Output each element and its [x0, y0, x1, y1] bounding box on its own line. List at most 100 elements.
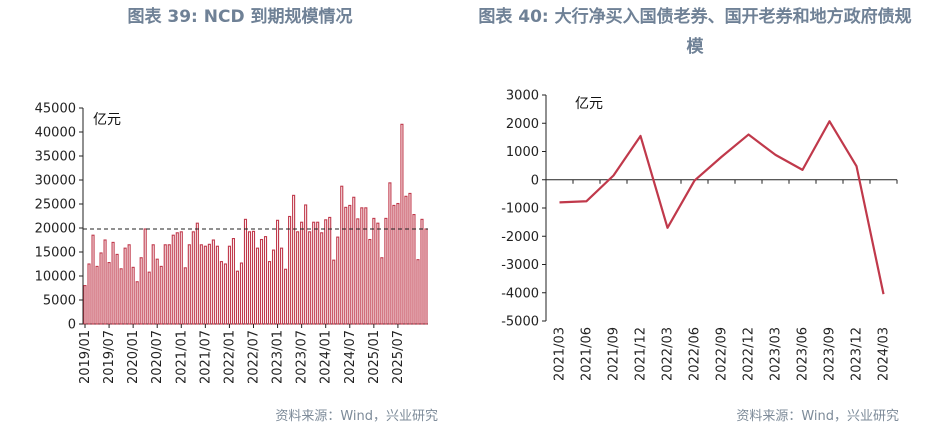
right-unit-label: 亿元 [575, 96, 603, 112]
right-source-note: 资料来源：Wind，兴业研究 [736, 409, 899, 424]
left-x-tick-label: 2024/07 [343, 330, 358, 384]
ncd-maturity-bar [332, 259, 336, 325]
left-x-tick-label: 2023/07 [295, 330, 310, 384]
left-x-tick-label: 2019/07 [102, 330, 117, 384]
ncd-maturity-bar [280, 247, 284, 325]
ncd-maturity-bar [368, 238, 372, 325]
ncd-maturity-bar [372, 217, 376, 325]
ncd-maturity-bar [175, 232, 179, 325]
ncd-maturity-bar [340, 185, 344, 325]
ncd-maturity-bar [284, 268, 288, 325]
ncd-maturity-bar [320, 232, 324, 325]
left-x-tick-label: 2020/01 [126, 330, 141, 384]
ncd-maturity-bar [135, 281, 139, 325]
ncd-maturity-bar [276, 219, 280, 325]
ncd-maturity-bar [288, 215, 292, 325]
ncd-maturity-bar [328, 216, 332, 325]
ncd-maturity-bar [107, 262, 111, 325]
ncd-maturity-bar [143, 228, 147, 325]
ncd-maturity-bar [95, 265, 99, 325]
ncd-maturity-bar [424, 228, 428, 325]
left-x-tick-label: 2019/01 [78, 330, 93, 384]
right-y-tick-label: 2000 [506, 117, 539, 132]
ncd-maturity-bar [111, 241, 115, 325]
ncd-maturity-bar [123, 247, 127, 325]
right-chart-title: 图表 40: 大行净买入国债老券、国开老券和地方政府债规模 [478, 7, 912, 57]
ncd-maturity-bar [211, 239, 215, 325]
left-y-tick-label: 25000 [35, 198, 76, 213]
ncd-maturity-bar [336, 236, 340, 325]
ncd-maturity-bar [167, 244, 171, 325]
left-y-tick-label: 30000 [35, 174, 76, 189]
ncd-maturity-bar [324, 219, 328, 325]
ncd-maturity-bar [400, 123, 404, 325]
left-y-tick-label: 10000 [35, 270, 76, 285]
right-y-tick-label: 0 [531, 173, 539, 188]
right-x-tick-label: 2023/03 [769, 327, 784, 381]
right-y-tick-label: -5000 [501, 315, 539, 330]
ncd-maturity-bar [308, 231, 312, 325]
right-x-tick-label: 2021/03 [553, 327, 568, 381]
ncd-maturity-bar [155, 258, 159, 325]
ncd-maturity-bar [396, 202, 400, 325]
ncd-maturity-bar [187, 244, 191, 325]
ncd-maturity-bar [87, 263, 91, 325]
ncd-maturity-bar [223, 263, 227, 325]
left-x-tick-label: 2020/07 [150, 330, 165, 384]
ncd-maturity-bar [304, 204, 308, 325]
ncd-maturity-bar [356, 218, 360, 325]
right-x-tick-label: 2024/03 [877, 327, 892, 381]
ncd-maturity-bar [344, 206, 348, 325]
ncd-maturity-bar [159, 265, 163, 325]
ncd-maturity-bar [300, 221, 304, 325]
left-x-tick-label: 2023/01 [271, 330, 286, 384]
left-x-tick-label: 2021/01 [174, 330, 189, 384]
ncd-maturity-bar [119, 268, 123, 325]
left-y-tick-label: 20000 [35, 222, 76, 237]
ncd-maturity-bar [292, 194, 296, 325]
left-x-tick-label: 2025/07 [391, 330, 406, 384]
ncd-maturity-bar [364, 207, 368, 325]
left-x-tick-label: 2022/07 [246, 330, 261, 384]
ncd-maturity-bar [195, 222, 199, 325]
ncd-maturity-bar [227, 245, 231, 325]
ncd-maturity-bar [171, 234, 175, 325]
left-x-tick-label: 2021/07 [198, 330, 213, 384]
right-y-tick-label: -1000 [501, 202, 539, 217]
ncd-maturity-bar [131, 266, 135, 325]
left-unit-label: 亿元 [93, 112, 121, 128]
ncd-maturity-bar [103, 239, 107, 325]
right-y-tick-label: -3000 [501, 258, 539, 273]
left-x-tick-label: 2022/01 [222, 330, 237, 384]
ncd-maturity-bar [360, 207, 364, 325]
ncd-maturity-bar [151, 244, 155, 325]
ncd-maturity-bar [127, 244, 131, 325]
ncd-maturity-bar [199, 244, 203, 325]
ncd-maturity-bar [239, 262, 244, 325]
ncd-maturity-bar [380, 257, 384, 325]
ncd-maturity-bar [259, 238, 264, 325]
ncd-maturity-bar [312, 221, 316, 325]
ncd-maturity-bar [243, 218, 248, 325]
ncd-maturity-bar [255, 247, 260, 325]
ncd-maturity-bar [163, 244, 167, 325]
ncd-maturity-bar [316, 221, 320, 325]
ncd-maturity-bar [412, 214, 416, 325]
ncd-maturity-bar [139, 257, 143, 325]
right-y-tick-label: -2000 [501, 230, 539, 245]
ncd-maturity-bar [235, 270, 240, 325]
right-y-tick-label: -4000 [501, 286, 539, 301]
ncd-maturity-bar [388, 182, 392, 325]
ncd-maturity-bar [420, 218, 424, 325]
ncd-maturity-bar [219, 261, 223, 325]
right-x-tick-label: 2022/03 [661, 327, 676, 381]
left-source-note: 资料来源：Wind，兴业研究 [275, 409, 438, 424]
right-x-tick-label: 2023/06 [796, 327, 811, 381]
ncd-maturity-bar [296, 231, 300, 325]
left-y-tick-label: 15000 [35, 246, 76, 261]
ncd-maturity-bar [83, 285, 87, 325]
ncd-maturity-bar [271, 249, 276, 325]
ncd-maturity-bar [183, 267, 187, 325]
ncd-maturity-bar [99, 252, 103, 325]
